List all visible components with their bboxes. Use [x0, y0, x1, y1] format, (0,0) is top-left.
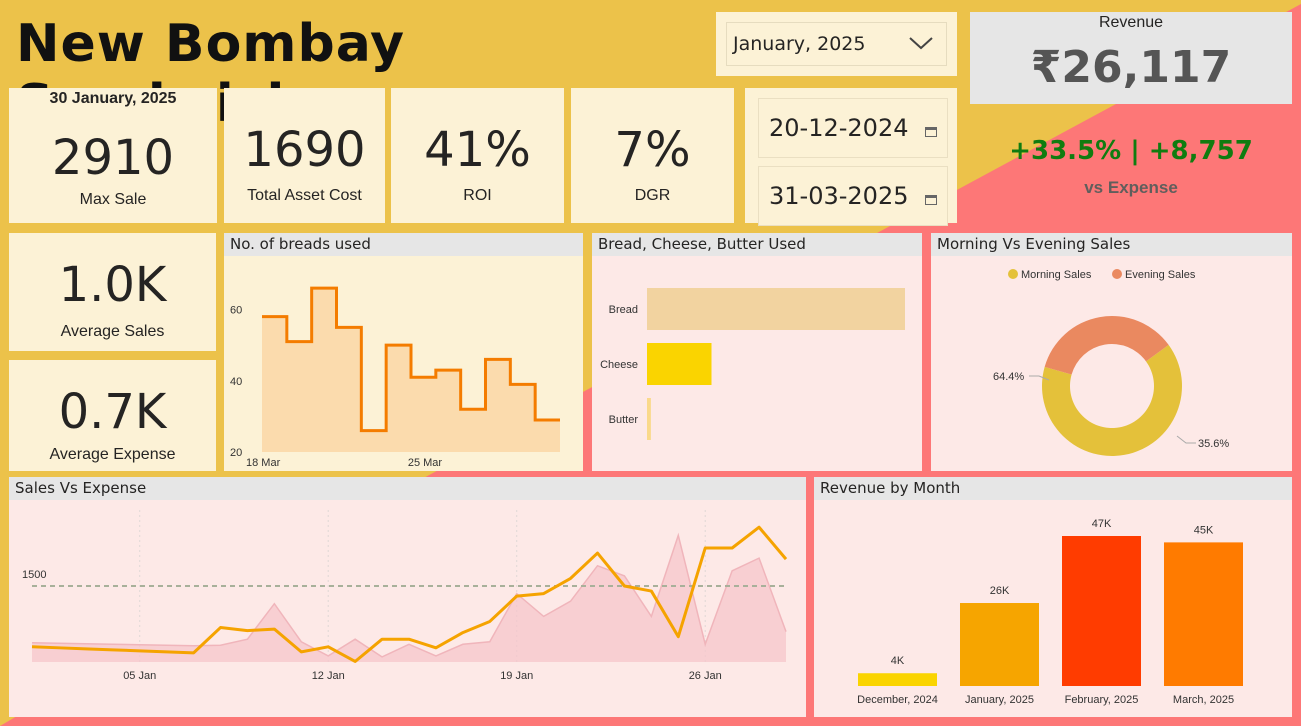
legend-marker: [1008, 269, 1018, 279]
max-sale-card: 30 January, 2025 2910 Max Sale: [9, 88, 217, 223]
sales-expense-panel: Sales Vs Expense 05 Jan 12 Jan 19 Jan 26 Ja…: [9, 477, 806, 717]
y-tick-label: 20: [230, 447, 242, 459]
max-sale-value: 2910: [51, 130, 175, 186]
ingredients-title: Bread, Cheese, Butter Used: [592, 233, 922, 256]
x-tick-label: December, 2024: [857, 694, 938, 706]
ingredients-panel: Bread, Cheese, Butter Used Bread Cheese Bu…: [592, 233, 922, 471]
x-tick-label: February, 2025: [1065, 694, 1139, 706]
start-date-input[interactable]: 20-12-2024: [758, 98, 948, 158]
x-tick-label: 18 Mar: [246, 457, 281, 469]
month-filter[interactable]: January, 2025: [716, 12, 957, 76]
sales-line: [31, 525, 788, 663]
breads-used-title: No. of breads used: [224, 233, 583, 256]
x-tick-label: 12 Jan: [312, 670, 345, 682]
asset-cost-card: 1690 Total Asset Cost: [224, 88, 385, 223]
roi-card: 41% ROI: [391, 88, 564, 223]
donut-slice: [1042, 344, 1182, 456]
revenue-delta-label: vs Expense: [1084, 178, 1178, 197]
date-range-filter: 20-12-2024 31-03-2025: [745, 88, 957, 226]
legend-label: Evening Sales: [1125, 269, 1196, 281]
slice-label: 35.6%: [1198, 438, 1229, 450]
category-label: Cheese: [600, 359, 638, 371]
breads-used-panel: No. of breads used 60 40 20 18 Mar 25 Mar: [224, 233, 583, 471]
chevron-down-icon[interactable]: [908, 35, 934, 51]
revenue-delta: +33.5% | +8,757: [1009, 136, 1253, 166]
revenue-bar: [1062, 536, 1141, 686]
ingredient-bar: [647, 343, 712, 385]
ingredients-chart: Bread Cheese Butter: [600, 288, 905, 440]
ingredient-bar: [647, 288, 905, 330]
revenue-month-chart: 4K December, 2024 26K January, 2025 47K Febru…: [857, 518, 1243, 706]
x-tick-label: 25 Mar: [408, 457, 443, 469]
sales-expense-chart: 05 Jan 12 Jan 19 Jan 26 Jan 1500: [22, 510, 788, 682]
asset-cost-label: Total Asset Cost: [247, 187, 362, 204]
end-date-value: 31-03-2025: [769, 182, 909, 210]
revenue-header: Revenue ₹26,117: [970, 12, 1292, 104]
dgr-value: 7%: [614, 122, 691, 178]
slice-label: 64.4%: [993, 371, 1024, 383]
x-tick-label: 26 Jan: [689, 670, 722, 682]
calendar-icon[interactable]: [925, 195, 937, 205]
calendar-icon[interactable]: [925, 127, 937, 137]
asset-cost-value: 1690: [243, 122, 366, 178]
average-expense-value: 0.7K: [58, 384, 167, 440]
average-sales-card: 1.0K Average Sales: [9, 233, 216, 351]
average-sales-label: Average Sales: [60, 323, 165, 340]
average-expense-card: 0.7K Average Expense: [9, 360, 216, 471]
breads-line: [262, 286, 560, 433]
bar-value-label: 4K: [891, 655, 905, 667]
ingredient-bar: [647, 398, 651, 440]
bar-value-label: 26K: [990, 585, 1010, 597]
average-expense-label: Average Expense: [49, 446, 176, 463]
kpi-date: 30 January, 2025: [49, 90, 177, 107]
roi-label: ROI: [463, 187, 492, 204]
expense-line: [31, 532, 787, 658]
revenue-bar: [960, 603, 1039, 686]
morning-evening-title: Morning Vs Evening Sales: [931, 233, 1292, 256]
bar-value-label: 45K: [1194, 524, 1214, 536]
donut-slice: [1044, 316, 1169, 375]
x-tick-label: 19 Jan: [500, 670, 533, 682]
dgr-label: DGR: [634, 187, 671, 204]
end-date-input[interactable]: 31-03-2025: [758, 166, 948, 226]
revenue-value: ₹26,117: [1030, 42, 1232, 93]
morning-evening-chart: Morning Sales Evening Sales 64.4% 35.6%: [993, 269, 1229, 456]
x-tick-label: January, 2025: [965, 694, 1034, 706]
revenue-month-panel: Revenue by Month 4K December, 2024 26K Janu…: [814, 477, 1292, 717]
reference-label: 1500: [22, 569, 46, 581]
title-banner: New Bombay Sandwich: [8, 8, 710, 134]
sales-expense-title: Sales Vs Expense: [9, 477, 806, 500]
y-tick-label: 60: [230, 305, 242, 317]
month-select-value: January, 2025: [733, 33, 866, 55]
slice-leader: [1176, 435, 1196, 444]
max-sale-label: Max Sale: [79, 191, 147, 208]
expense-area: [32, 535, 786, 662]
breads-used-chart: 60 40 20 18 Mar 25 Mar: [230, 286, 560, 469]
morning-evening-panel: Morning Vs Evening Sales Morning Sales Ev…: [931, 233, 1292, 471]
revenue-bar: [1164, 542, 1243, 686]
legend-marker: [1112, 269, 1122, 279]
x-tick-label: March, 2025: [1173, 694, 1234, 706]
category-label: Bread: [609, 304, 638, 316]
y-tick-label: 40: [230, 376, 242, 388]
month-select[interactable]: January, 2025: [726, 22, 947, 66]
start-date-value: 20-12-2024: [769, 114, 909, 142]
bar-value-label: 47K: [1092, 518, 1112, 530]
dgr-card: 7% DGR: [571, 88, 734, 223]
category-label: Butter: [609, 414, 639, 426]
roi-value: 41%: [424, 122, 531, 178]
slice-leader: [1029, 375, 1050, 381]
revenue-card: Revenue ₹26,117 +33.5% | +8,757 vs Expen…: [970, 12, 1292, 223]
legend-label: Morning Sales: [1021, 269, 1092, 281]
revenue-month-title: Revenue by Month: [814, 477, 1292, 500]
x-tick-label: 05 Jan: [123, 670, 156, 682]
revenue-bar: [858, 673, 937, 686]
average-sales-value: 1.0K: [58, 257, 167, 313]
revenue-label: Revenue: [1098, 14, 1164, 31]
